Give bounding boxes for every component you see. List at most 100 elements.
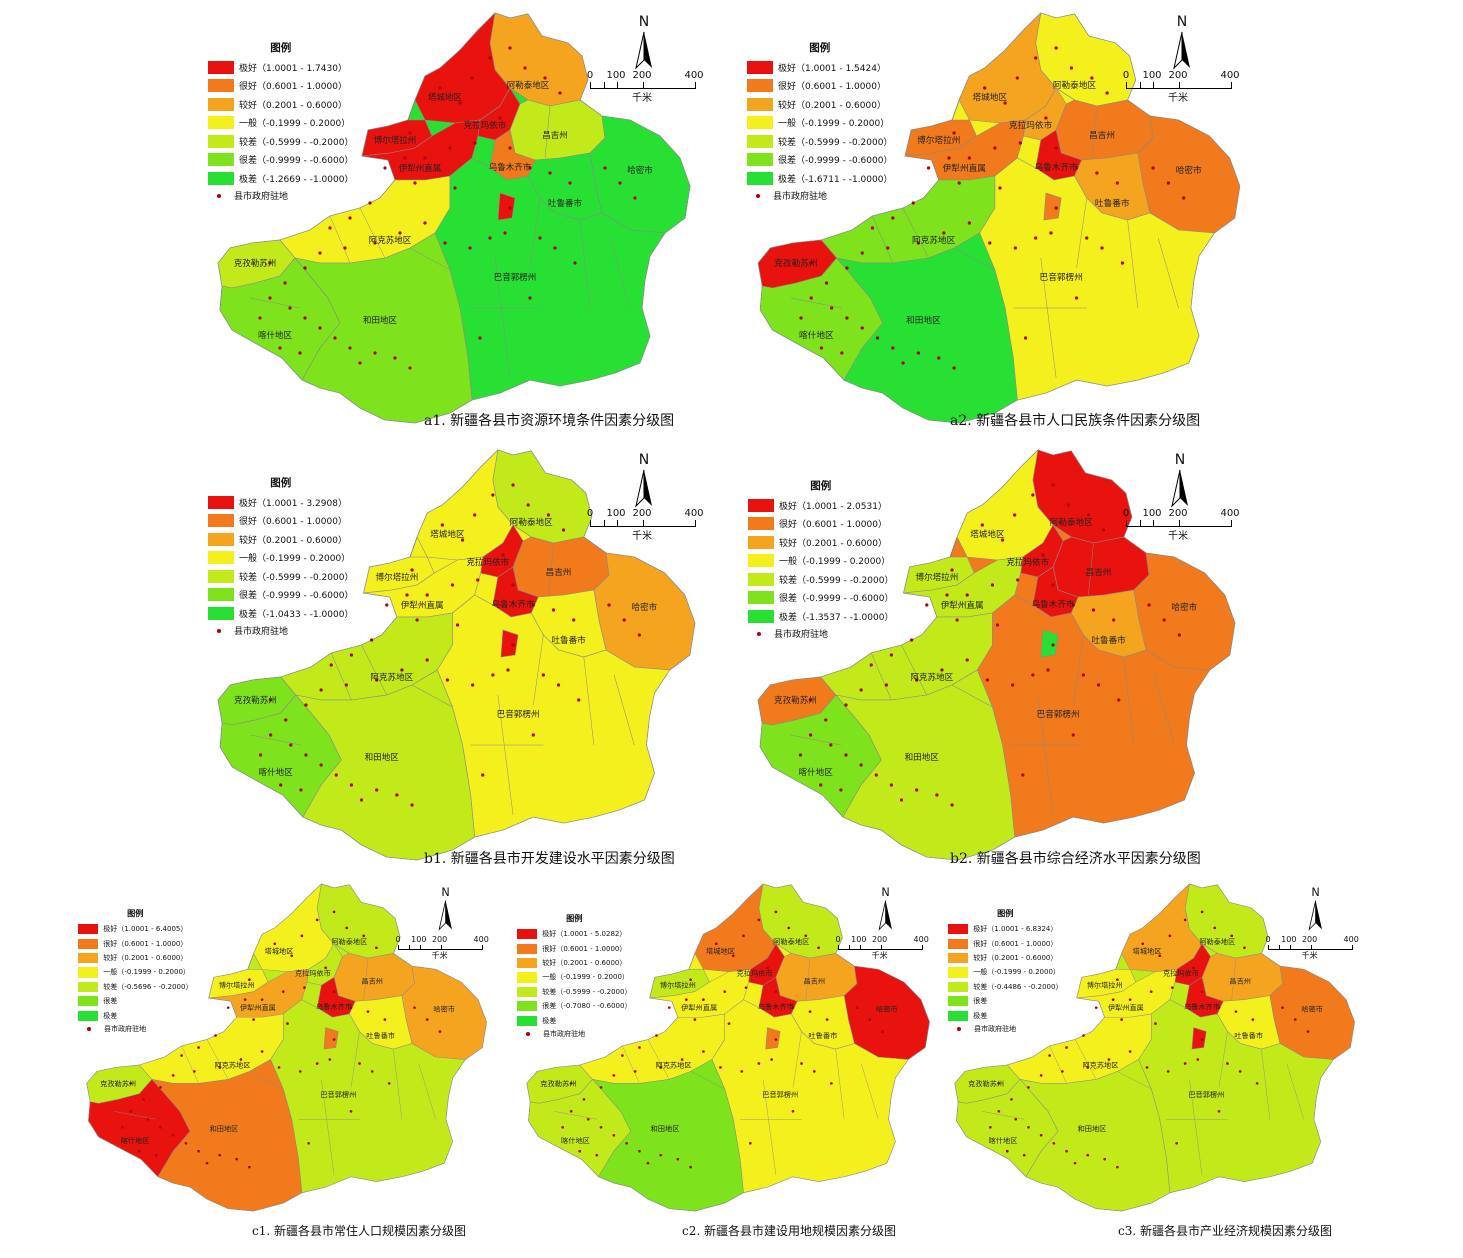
county-seat-dot: [926, 166, 931, 170]
legend-label: 一般（-0.1999 - 0.2000）: [973, 967, 1060, 977]
county-seat-dot: [398, 231, 402, 235]
legend-item: 较好（0.2001 - 0.6000）: [78, 951, 192, 965]
scale-tick-label: 0: [586, 508, 594, 519]
county-seat-dot: [1054, 46, 1058, 50]
legend-swatch: [517, 957, 538, 969]
legend-label: 极差（-1.2669 - -1.0000）: [239, 174, 354, 185]
legend-swatch: [208, 134, 234, 148]
legend-label: 极差（-1.6711 - -1.0000）: [778, 174, 893, 185]
county-seat-dot: [171, 1074, 175, 1077]
region-label-tacheng: 塔城地区: [970, 528, 1005, 540]
county-seat-dot: [508, 46, 512, 50]
legend-title: 图例: [810, 480, 832, 492]
county-seat-dot: [1014, 1118, 1018, 1121]
legend-item: 一般（-0.1999 - 0.2000）: [517, 970, 631, 984]
region-label-bortala: 博尔塔拉州: [375, 571, 418, 583]
region-label-bayingol: 巴音郭楞州: [320, 1090, 356, 1099]
county-seat-dot: [808, 1010, 812, 1013]
region-label-hotan: 和田地区: [906, 314, 941, 326]
region-label-changji: 昌吉州: [803, 977, 825, 986]
county-seat-dot: [368, 201, 372, 205]
legend-label: 极好（1.0001 - 6.8324）: [973, 924, 1058, 934]
legend-label: 较好（0.2001 - 0.6000）: [239, 535, 347, 546]
region-label-karamay: 克拉玛依市: [1163, 969, 1199, 978]
county-seat-dot: [478, 336, 482, 340]
county-seat-dot: [800, 1062, 803, 1065]
county-seat-dot: [899, 798, 904, 802]
county-seat-dot: [860, 251, 864, 255]
scale-tick-label: 400: [473, 935, 489, 944]
county-seat-dot: [578, 1149, 582, 1153]
county-seat-dot: [599, 1086, 603, 1089]
legend-swatch: [517, 1001, 538, 1012]
county-seat-dot: [1065, 1046, 1068, 1049]
county-seat-dot: [1217, 1006, 1221, 1009]
region-label-changji: 昌吉州: [1229, 978, 1251, 986]
legend-item: 极好（1.0001 - 6.4005）: [78, 922, 192, 936]
county-seat-dot: [757, 918, 761, 922]
county-seat-dot: [655, 1034, 658, 1037]
county-seat-dot: [1027, 1086, 1030, 1089]
county-seat-dot: [1085, 236, 1089, 240]
county-seat-dot: [383, 1018, 387, 1021]
region-label-bayingol: 巴音郭楞州: [762, 1090, 798, 1099]
county-seat-dot: [942, 231, 946, 235]
legend-swatch: [517, 986, 538, 997]
region-label-aksu: 阿克苏地区: [369, 235, 412, 246]
county-seat-dot: [1018, 141, 1023, 145]
county-seat-dot: [551, 608, 556, 612]
county-seat-dot: [349, 653, 354, 657]
region-label-ili: 伊犁州直属: [941, 599, 984, 611]
legend-item: 较好（0.2001 - 0.6000）: [747, 95, 892, 114]
county-seat-dot: [1306, 1030, 1310, 1033]
legend-swatch: [517, 929, 538, 940]
county-seat-dot: [511, 643, 515, 647]
county-seat-dot: [901, 361, 905, 365]
county-seat-dot: [1111, 998, 1115, 1001]
county-seat-dot: [1151, 166, 1155, 170]
county-seat-dot: [950, 803, 954, 807]
legend-label: 一般（-0.1999 - 0.2000）: [239, 554, 351, 565]
north-arrow-icon: N: [1170, 14, 1194, 74]
legend-label: 一般（-0.1999 - 0.2000）: [239, 119, 351, 130]
county-seat-dot: [343, 246, 347, 250]
county-seat-dot: [318, 251, 322, 255]
county-seat-dot: [142, 1098, 145, 1101]
county-seat-dot: [425, 658, 429, 662]
county-seat-dot: [303, 986, 306, 989]
county-seat-dot: [268, 261, 272, 265]
region-label-hami: 哈密市: [1176, 164, 1202, 176]
county-seat-dot: [218, 1153, 222, 1157]
county-seat-dot: [171, 1133, 175, 1137]
county-seat-dot: [1100, 246, 1104, 250]
county-seat-dot: [395, 793, 399, 797]
region-label-karamay: 克拉玛依市: [464, 120, 507, 131]
legend-swatch: [948, 952, 969, 964]
legend-item-seat: 县市政府驻地: [748, 626, 893, 642]
region-label-turpan: 吐鲁番市: [548, 198, 583, 209]
county-seat-dot: [667, 1006, 671, 1009]
legend-item: 一般（-0.1999 - 0.2000）: [208, 549, 353, 568]
county-seat-dot: [967, 156, 972, 160]
county-seat-dot: [1120, 1018, 1123, 1021]
region-label-kizilsu: 克孜勒苏州: [540, 1079, 576, 1088]
county-seat-dot: [1023, 336, 1028, 340]
county-seat-dot: [438, 86, 442, 90]
legend-label: 较差（-0.5999 - -0.2000）: [239, 572, 354, 583]
region-extra: [323, 1027, 339, 1050]
county-seat-dot: [684, 998, 688, 1001]
county-seat-dot: [702, 1050, 705, 1053]
county-seat-dot: [1115, 181, 1119, 185]
region-label-hami: 哈密市: [1301, 1005, 1323, 1014]
county-seat-dot: [1011, 683, 1015, 687]
county-seat-dot: [425, 1018, 429, 1021]
region-label-aksu: 阿克苏地区: [655, 1061, 691, 1070]
county-seat-dot: [197, 1149, 200, 1153]
county-seat-dot: [1031, 673, 1035, 677]
county-seat-dot: [349, 1006, 353, 1009]
legend-swatch: [208, 495, 234, 509]
legend-item-seat: 县市政府驻地: [78, 1023, 192, 1035]
county-seat-dot: [239, 1058, 243, 1061]
legend-swatch: [747, 134, 773, 148]
